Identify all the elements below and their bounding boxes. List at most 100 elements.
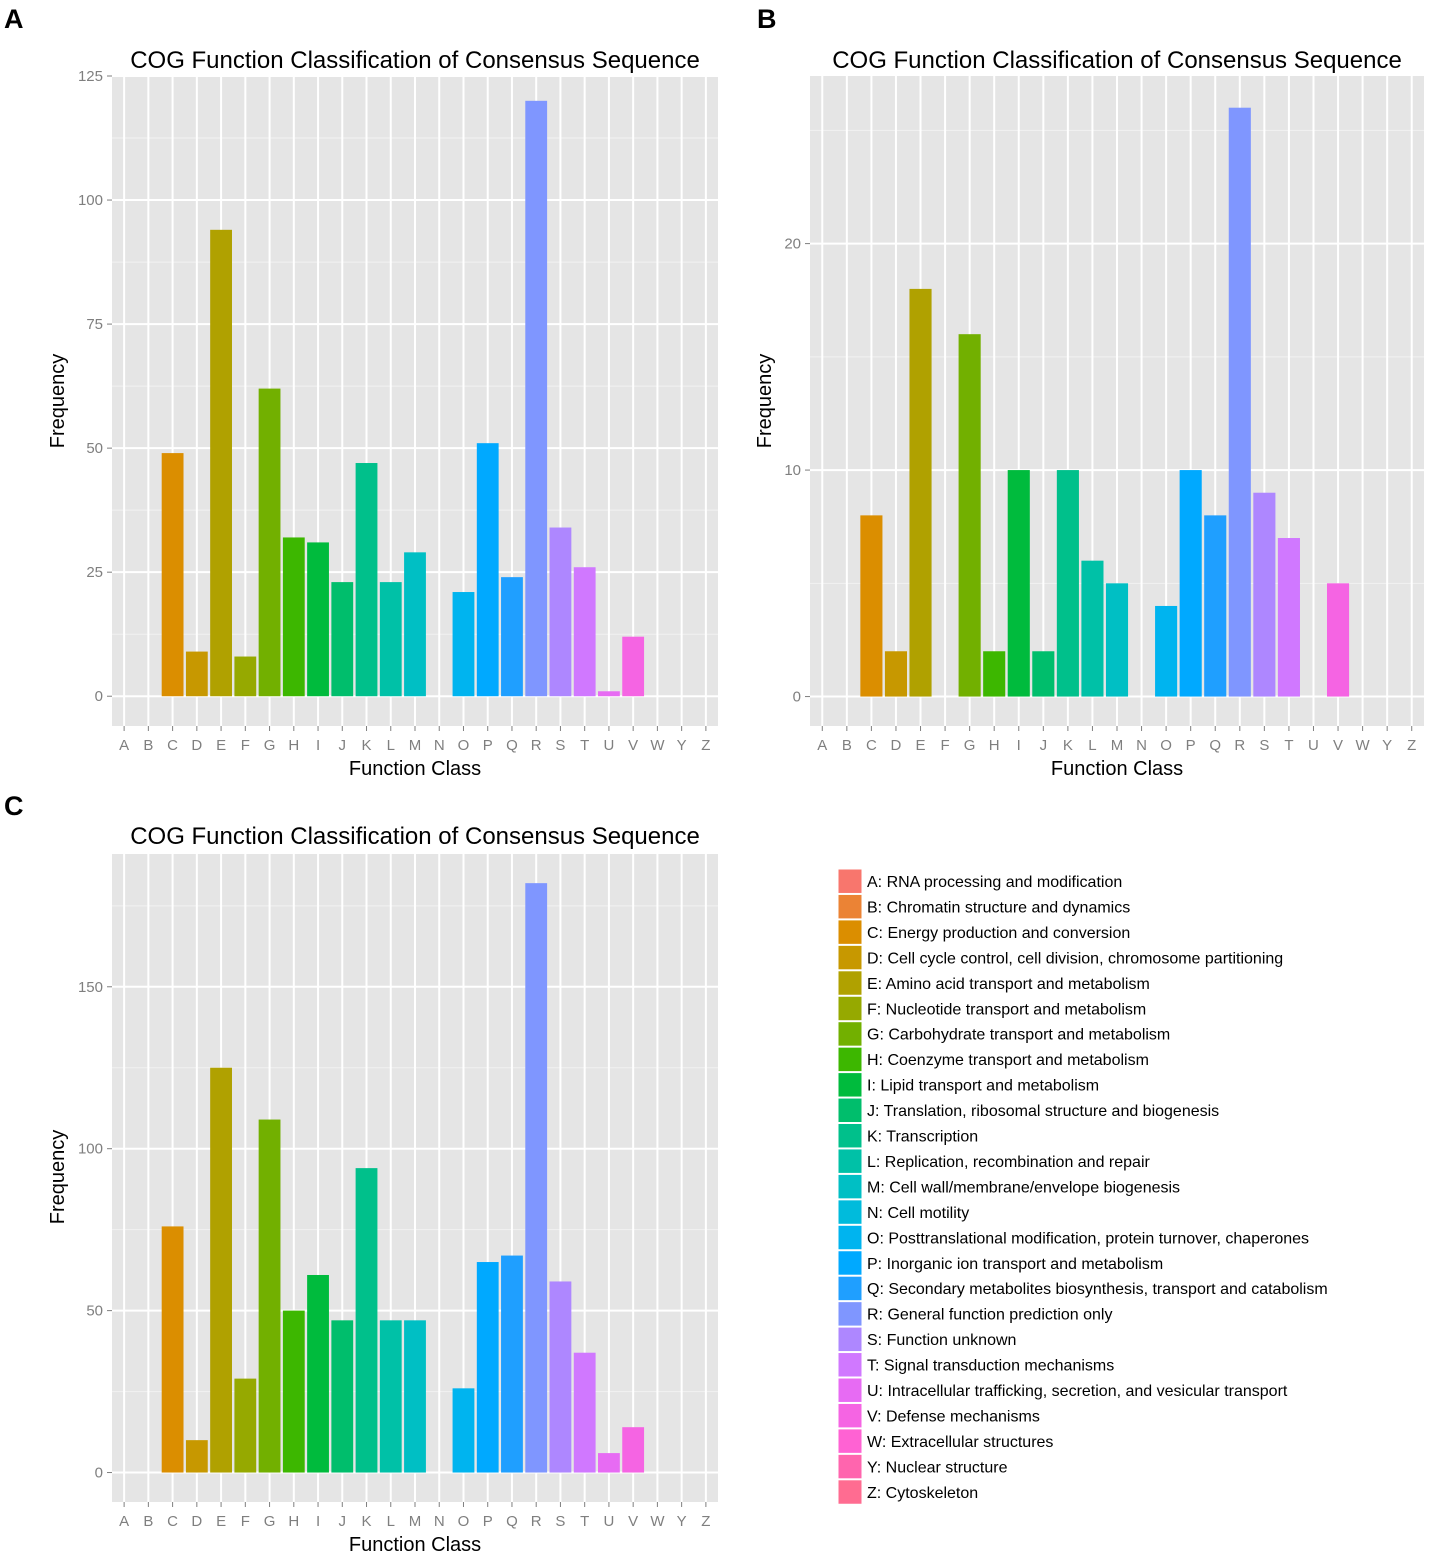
legend-key-h	[837, 1046, 863, 1073]
x-tick-label: N	[434, 737, 445, 754]
bar-m	[404, 1320, 426, 1473]
legend-key-i	[837, 1072, 863, 1098]
x-tick-label: D	[191, 1513, 202, 1530]
x-tick-label: A	[119, 1513, 129, 1530]
legend-key-u	[837, 1377, 863, 1403]
legend-key-f	[837, 995, 863, 1022]
bar-j	[1032, 651, 1055, 697]
bar-v	[622, 636, 645, 697]
bar-j	[331, 582, 354, 697]
legend-key-a	[837, 868, 863, 894]
legend-label: M: Cell wall/membrane/envelope biogenesi…	[867, 1179, 1180, 1196]
x-tick-label: F	[241, 737, 250, 754]
legend-label: B: Chromatin structure and dynamics	[867, 899, 1130, 916]
x-tick-label: S	[555, 737, 565, 754]
y-tick-label: 100	[78, 1141, 103, 1158]
legend-key-p	[837, 1250, 863, 1276]
bar-t	[573, 1352, 596, 1473]
bar-r	[525, 883, 548, 1473]
y-tick-label: 0	[793, 689, 801, 706]
legend-label: Y: Nuclear structure	[867, 1459, 1008, 1476]
legend-label: O: Posttranslational modification, prote…	[867, 1230, 1309, 1247]
bar-h	[282, 1310, 305, 1473]
x-tick-label: T	[1284, 737, 1293, 754]
x-tick-label: J	[339, 1513, 347, 1530]
x-tick-label: D	[191, 737, 202, 754]
x-tick-label: L	[387, 737, 395, 754]
x-tick-label: Y	[1382, 737, 1392, 754]
bar-o	[452, 1388, 475, 1473]
bar-s	[549, 527, 572, 697]
legend-key-v	[837, 1402, 863, 1429]
bar-l	[1081, 560, 1104, 697]
y-tick-label: 0	[95, 688, 103, 705]
x-tick-label: G	[264, 737, 276, 754]
y-axis-label: Frequency	[754, 354, 776, 449]
legend-key-m	[837, 1173, 863, 1200]
x-tick-label: P	[483, 737, 493, 754]
bar-t	[573, 567, 596, 697]
x-axis-label: Function Class	[1051, 758, 1183, 780]
y-tick-label: 100	[78, 192, 103, 209]
x-tick-label: T	[580, 737, 589, 754]
bar-p	[476, 443, 499, 697]
legend-key-n	[837, 1199, 863, 1225]
x-tick-label: N	[434, 1513, 445, 1530]
x-tick-label: W	[1356, 737, 1371, 754]
x-tick-label: C	[866, 737, 877, 754]
legend-label: L: Replication, recombination and repair	[867, 1154, 1151, 1171]
legend-key-j	[837, 1097, 863, 1124]
x-tick-label: D	[891, 737, 902, 754]
chart-title: COG Function Classification of Consensus…	[832, 47, 1402, 74]
y-tick-label: 10	[784, 462, 801, 479]
bar-v	[622, 1427, 645, 1473]
x-tick-label: E	[216, 737, 226, 754]
y-tick-label: 150	[78, 979, 103, 996]
x-tick-label: Q	[1209, 737, 1221, 754]
legend-label: K: Transcription	[867, 1129, 978, 1146]
bar-v	[1326, 583, 1350, 697]
panel-tag: A	[4, 4, 24, 34]
bar-o	[452, 592, 475, 697]
x-tick-label: O	[458, 737, 470, 754]
legend-key-e	[837, 970, 863, 996]
legend-label: I: Lipid transport and metabolism	[867, 1078, 1099, 1095]
bar-i	[307, 1274, 329, 1473]
x-tick-label: T	[580, 1513, 589, 1530]
legend-key-s	[837, 1326, 863, 1353]
legend-key-y	[837, 1453, 863, 1480]
legend-key-b	[837, 893, 863, 920]
legend-label: P: Inorganic ion transport and metabolis…	[867, 1256, 1163, 1273]
legend-key-w	[837, 1428, 863, 1454]
x-tick-label: Z	[701, 1513, 710, 1530]
x-tick-label: B	[143, 737, 153, 754]
x-tick-label: M	[409, 1513, 422, 1530]
x-tick-label: Y	[677, 737, 687, 754]
x-tick-label: Q	[506, 1513, 518, 1530]
x-tick-label: Y	[677, 1513, 687, 1530]
bar-r	[1228, 107, 1251, 697]
y-tick-label: 75	[86, 316, 103, 333]
bar-m	[1105, 583, 1129, 697]
x-tick-label: E	[216, 1513, 226, 1530]
x-tick-label: A	[119, 737, 129, 754]
x-tick-label: K	[362, 1513, 372, 1530]
x-axis-label: Function Class	[349, 1534, 481, 1556]
legend-label: F: Nucleotide transport and metabolism	[867, 1001, 1146, 1018]
bar-i	[1007, 470, 1030, 697]
bar-q	[1204, 515, 1227, 697]
bar-j	[331, 1320, 354, 1473]
y-tick-label: 125	[78, 68, 103, 85]
x-tick-label: M	[409, 737, 422, 754]
x-tick-label: M	[1111, 737, 1124, 754]
bar-k	[355, 463, 378, 697]
x-tick-label: W	[650, 737, 665, 754]
x-tick-label: W	[650, 1513, 665, 1530]
x-tick-label: C	[167, 1513, 178, 1530]
legend-label: A: RNA processing and modification	[867, 874, 1122, 891]
bar-c	[860, 515, 883, 697]
bar-k	[1056, 470, 1079, 697]
bar-m	[404, 552, 426, 697]
